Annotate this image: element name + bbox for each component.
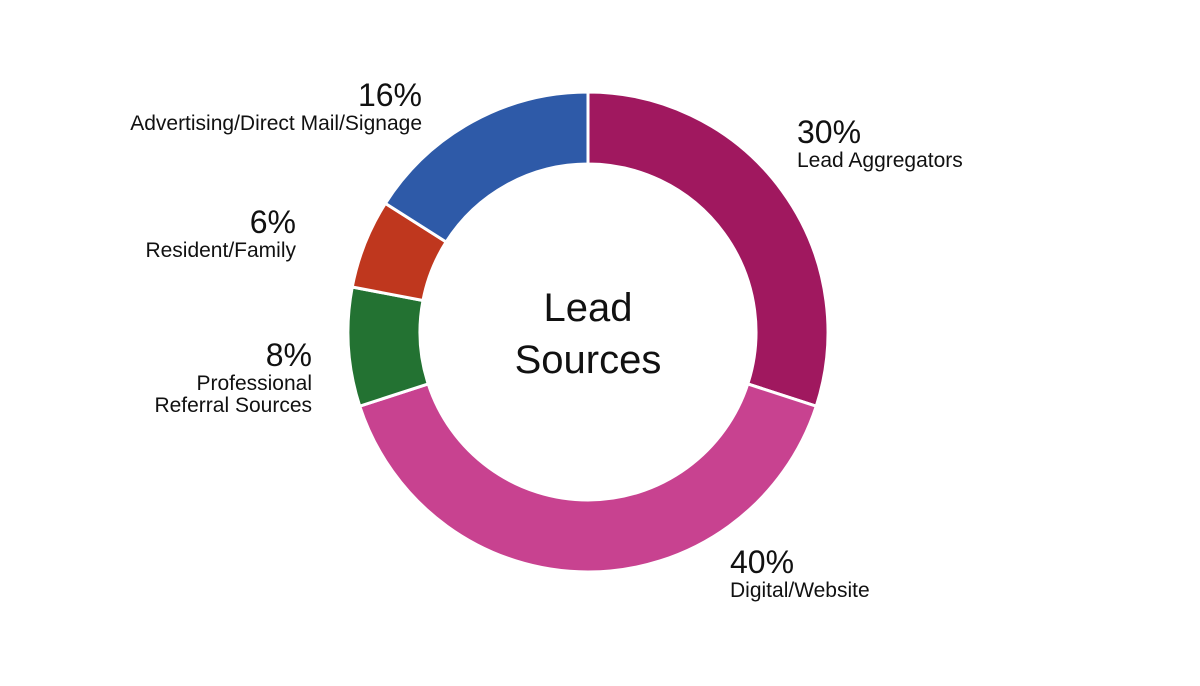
slice-percent: 30%	[797, 114, 862, 150]
slice-percent: 8%	[265, 337, 312, 373]
donut-slice	[357, 382, 819, 574]
donut-slice	[383, 90, 590, 245]
slice-label: 16% Advertising/Direct Mail/Signage	[130, 78, 422, 135]
slice-name: Advertising/Direct Mail/Signage	[130, 111, 422, 135]
slice-label: 30% Lead Aggregators	[797, 115, 963, 172]
slice-percent: 6%	[249, 204, 296, 240]
slice-percent: 40%	[730, 544, 795, 580]
slice-percent: 16%	[357, 77, 422, 113]
slice-name: Professional Referral Sources	[154, 371, 312, 418]
slice-name: Resident/Family	[145, 238, 296, 262]
slice-name: Digital/Website	[730, 578, 870, 602]
slice-label: 40% Digital/Website	[730, 545, 870, 602]
chart-title: Lead Sources	[514, 286, 662, 382]
donut-slice	[586, 90, 830, 409]
slice-label: 6% Resident/Family	[145, 205, 296, 262]
slice-label: 8% Professional Referral Sources	[142, 338, 312, 418]
slice-name: Lead Aggregators	[797, 148, 963, 172]
donut-slice	[346, 285, 431, 409]
